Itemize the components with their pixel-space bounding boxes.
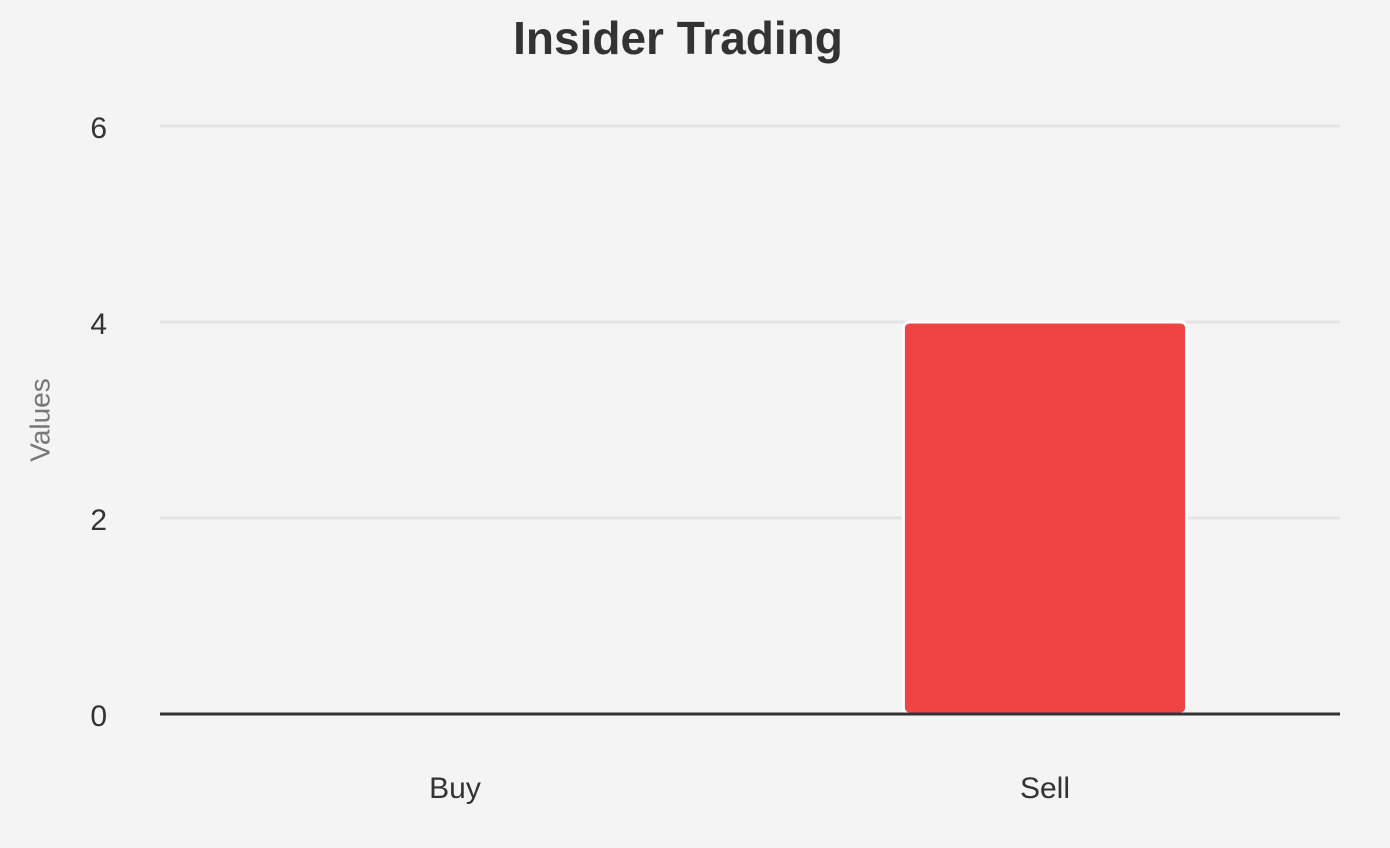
y-axis-label: Values — [24, 378, 55, 462]
y-tick-label: 4 — [90, 308, 107, 341]
y-tick-label: 2 — [90, 504, 107, 537]
bar — [901, 320, 1189, 716]
y-tick-label: 6 — [90, 112, 107, 145]
x-tick-label: Sell — [1020, 772, 1070, 805]
x-tick-label: Buy — [429, 772, 481, 805]
chart-title: Insider Trading — [513, 12, 843, 64]
y-tick-label: 0 — [90, 700, 107, 733]
